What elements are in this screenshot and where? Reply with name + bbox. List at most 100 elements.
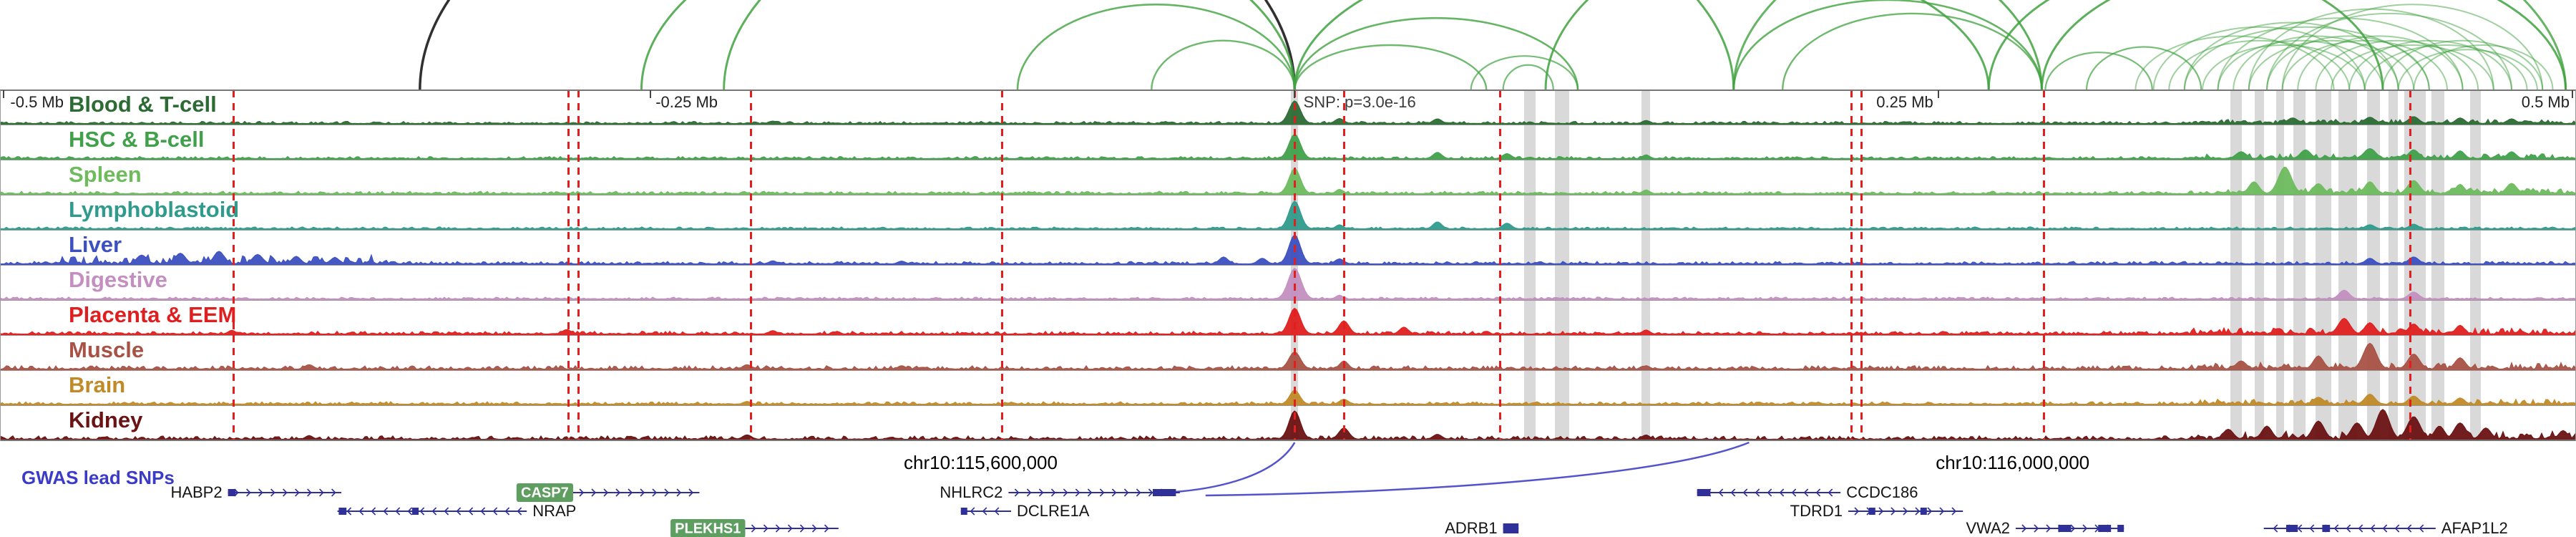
- gene-habp2: HABP2: [170, 483, 341, 501]
- gwas-snp-dashed-line: [1342, 90, 1345, 441]
- highlight-band: [2338, 90, 2358, 441]
- strand-arrow-icon: [640, 488, 645, 497]
- strand-arrow-icon: [2070, 524, 2076, 533]
- strand-arrow-icon: [1951, 507, 1957, 516]
- strand-arrow-icon: [1779, 488, 1785, 497]
- strand-arrow-icon: [383, 507, 389, 516]
- strand-arrow-icon: [419, 507, 425, 516]
- interaction-arc: [2397, 49, 2538, 90]
- strand-arrow-icon: [407, 507, 413, 516]
- signal-area-liver: [0, 234, 2576, 265]
- signal-area-brain: [0, 390, 2576, 405]
- gene-exon: [2117, 525, 2124, 532]
- track-label-digestive: Digestive: [69, 267, 167, 292]
- highlight-band: [1555, 90, 1570, 441]
- ruler-label-snp-p-3-0e-16: SNP: p=3.0e-16: [1303, 93, 1416, 111]
- gwas-snp-dashed-line: [232, 90, 235, 441]
- signal-lymphoblastoid: [0, 200, 2576, 230]
- strand-arrow-icon: [1136, 488, 1141, 497]
- gene-label-afap1l2: AFAP1L2: [2441, 519, 2508, 537]
- strand-arrow-icon: [2021, 524, 2027, 533]
- ruler-tick: [2571, 90, 2573, 98]
- ruler-tick: [1938, 90, 1940, 98]
- interaction-arc-black: [419, 0, 1297, 90]
- strand-arrow-icon: [2346, 524, 2351, 533]
- strand-arrow-icon: [2082, 524, 2088, 533]
- strand-arrow-icon: [1026, 488, 1032, 497]
- ruler-label-0-25-mb: -0.25 Mb: [655, 93, 718, 111]
- track-label-brain: Brain: [69, 372, 126, 397]
- interaction-arc: [1294, 44, 1488, 90]
- gene-highlight-box: [670, 519, 746, 537]
- gene-dclre1a: DCLRE1A: [960, 502, 1090, 520]
- strand-arrow-icon: [628, 488, 633, 497]
- strand-arrow-icon: [1791, 488, 1797, 497]
- gwas-snp-dashed-line: [2409, 90, 2412, 441]
- gene-exon: [412, 508, 419, 515]
- gene-tdrd1: TDRD1: [1790, 502, 1963, 520]
- signal-kidney: [0, 409, 2576, 440]
- strand-arrow-icon: [2034, 524, 2039, 533]
- track-row-blood-t-cell: Blood & T-cell: [0, 90, 2576, 125]
- track-label-muscle: Muscle: [69, 337, 145, 362]
- strand-arrow-icon: [1148, 488, 1153, 497]
- interaction-arc: [2281, 39, 2448, 90]
- track-label-placenta-eem: Placenta & EEM: [69, 302, 237, 327]
- strand-arrow-icon: [2406, 524, 2412, 533]
- gwas-lead-snps-label: GWAS lead SNPs: [21, 467, 175, 488]
- highlight-band: [2254, 90, 2264, 441]
- track-row-lymphoblastoid: Lymphoblastoid: [0, 195, 2576, 231]
- gene-exon: [1697, 489, 1711, 496]
- signal-placenta-eem: [0, 307, 2576, 335]
- strand-arrow-icon: [1742, 488, 1748, 497]
- strand-arrow-icon: [579, 488, 585, 497]
- strand-arrow-icon: [468, 507, 474, 516]
- gene-label-nhlrc2: NHLRC2: [940, 483, 1002, 501]
- track-area-left-border: [0, 90, 1, 441]
- gwas-snp-dashed-line: [2042, 90, 2045, 441]
- interaction-arc: [2331, 44, 2494, 90]
- interaction-arc: [2040, 0, 2567, 90]
- signal-tracks: Blood & T-cell HSC & B-cell Spleen Lymphobl…: [0, 90, 2576, 441]
- ruler-tick: [1294, 90, 1296, 98]
- strand-arrow-icon: [395, 507, 401, 516]
- strand-arrow-icon: [1087, 488, 1093, 497]
- strand-arrow-icon: [1718, 488, 1724, 497]
- gene-exon: [2286, 525, 2298, 532]
- interaction-arc: [2085, 46, 2202, 90]
- gwas-snp-dashed-line: [1498, 90, 1501, 441]
- signal-area-digestive: [0, 268, 2576, 300]
- signal-area-spleen: [0, 166, 2576, 195]
- strand-arrow-icon: [811, 524, 817, 533]
- interaction-arc: [2315, 39, 2479, 90]
- strand-arrow-icon: [517, 507, 522, 516]
- strand-arrow-icon: [1063, 488, 1068, 497]
- interaction-arc: [723, 0, 1735, 90]
- gene-exon: [2098, 525, 2112, 532]
- gene-label-plekhs1: PLEKHS1: [675, 521, 741, 536]
- gwas-snp-dashed-line: [577, 90, 580, 441]
- strand-arrow-icon: [1730, 488, 1736, 497]
- strand-arrow-icon: [799, 524, 805, 533]
- gene-vwa2: VWA2: [1966, 519, 2124, 537]
- strand-arrow-icon: [346, 507, 352, 516]
- strand-arrow-icon: [295, 488, 300, 497]
- gene-label-vwa2: VWA2: [1966, 519, 2010, 537]
- interaction-arc: [2183, 26, 2430, 90]
- interaction-arc: [1544, 0, 2043, 90]
- strand-arrow-icon: [2046, 524, 2051, 533]
- interaction-arc: [2044, 52, 2153, 90]
- strand-arrow-icon: [2333, 524, 2339, 533]
- gene-label-adrb1: ADRB1: [1445, 519, 1497, 537]
- track-row-brain: Brain: [0, 371, 2576, 406]
- strand-arrow-icon: [456, 507, 462, 516]
- strand-arrow-icon: [1890, 507, 1896, 516]
- strand-arrow-icon: [652, 488, 658, 497]
- strand-arrow-icon: [1014, 488, 1020, 497]
- gwas-snp-dashed-line: [749, 90, 752, 441]
- track-area-bottom-border: [0, 440, 2576, 441]
- gene-ccdc186: CCDC186: [1697, 483, 1918, 501]
- highlight-band: [2470, 90, 2482, 441]
- strand-arrow-icon: [763, 524, 769, 533]
- ruler-tick: [650, 90, 652, 98]
